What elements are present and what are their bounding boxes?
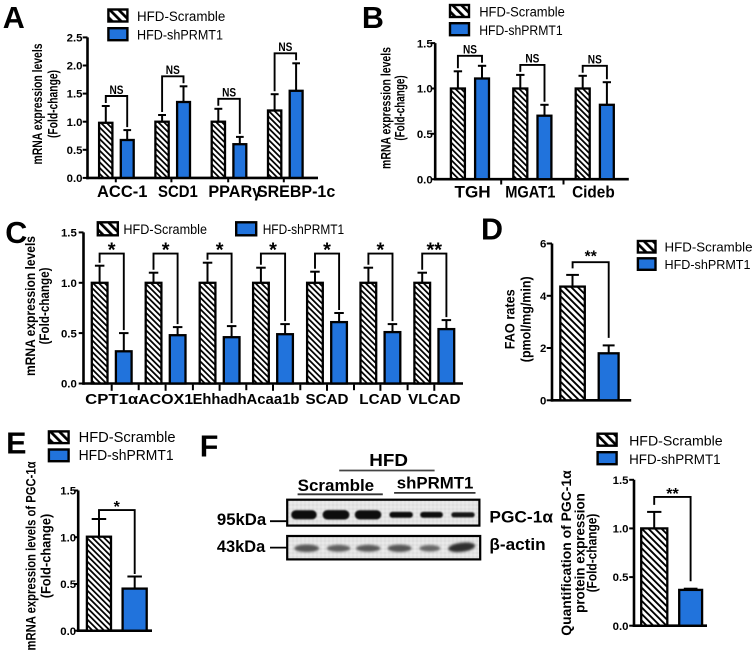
svg-text:Quantification of PGC-1α: Quantification of PGC-1α	[559, 470, 574, 636]
svg-text:HFD-shPRMT1: HFD-shPRMT1	[79, 448, 174, 464]
svg-text:NS: NS	[166, 65, 180, 77]
svg-text:0.5: 0.5	[61, 328, 77, 340]
svg-text:mRNA expression levels: mRNA expression levels	[23, 236, 38, 376]
svg-text:4: 4	[540, 291, 547, 303]
svg-text:0.5: 0.5	[613, 572, 629, 584]
svg-text:0.0: 0.0	[67, 173, 83, 185]
svg-text:HFD-Scramble: HFD-Scramble	[479, 5, 565, 20]
svg-text:Acaa1b: Acaa1b	[247, 391, 300, 408]
svg-text:B: B	[362, 1, 384, 35]
svg-text:A: A	[3, 1, 25, 35]
svg-text:(Fold-change): (Fold-change)	[393, 75, 408, 140]
svg-text:*: *	[114, 499, 121, 516]
svg-text:**: **	[585, 249, 598, 266]
svg-text:2.5: 2.5	[67, 33, 83, 45]
svg-text:1.0: 1.0	[67, 117, 83, 129]
svg-text:1.5: 1.5	[613, 475, 629, 487]
svg-text:1.5: 1.5	[417, 38, 433, 50]
svg-text:NS: NS	[110, 85, 124, 97]
svg-text:HFD-shPRMT1: HFD-shPRMT1	[629, 452, 721, 468]
svg-text:1.5: 1.5	[67, 89, 83, 101]
svg-text:Ehhadh: Ehhadh	[193, 391, 247, 408]
svg-text:2.0: 2.0	[67, 61, 83, 73]
svg-text:(Fold-change): (Fold-change)	[46, 70, 61, 138]
svg-text:0.5: 0.5	[60, 579, 76, 591]
svg-text:E: E	[6, 427, 26, 461]
svg-text:0.0: 0.0	[60, 626, 76, 638]
svg-text:mRNA expression levels: mRNA expression levels	[30, 44, 45, 165]
svg-text:(pmol/mg/min): (pmol/mg/min)	[519, 276, 534, 362]
svg-text:*: *	[108, 240, 116, 262]
svg-text:HFD-shPRMT1: HFD-shPRMT1	[263, 222, 345, 237]
svg-text:NS: NS	[588, 55, 602, 67]
svg-text:SREBP-1c: SREBP-1c	[257, 183, 335, 201]
svg-text:HFD-Scramble: HFD-Scramble	[123, 222, 207, 237]
svg-text:NS: NS	[525, 54, 539, 66]
svg-text:TGH: TGH	[455, 184, 491, 202]
svg-text:0: 0	[540, 395, 546, 407]
svg-text:1.0: 1.0	[613, 524, 629, 536]
svg-text:shPRMT1: shPRMT1	[397, 474, 474, 493]
svg-text:Scramble: Scramble	[298, 476, 375, 495]
svg-text:*: *	[216, 240, 224, 262]
svg-text:HFD-shPRMT1: HFD-shPRMT1	[479, 23, 563, 38]
svg-text:ACOX1: ACOX1	[138, 391, 194, 408]
svg-text:mRNA expression levels: mRNA expression levels	[379, 47, 394, 169]
svg-text:HFD-Scramble: HFD-Scramble	[665, 240, 753, 255]
svg-text:LCAD: LCAD	[359, 391, 401, 408]
svg-text:D: D	[481, 212, 503, 246]
svg-text:MGAT1: MGAT1	[505, 184, 555, 202]
svg-text:PGC-1α: PGC-1α	[489, 508, 553, 527]
svg-text:C: C	[5, 216, 27, 250]
svg-text:43kDa: 43kDa	[217, 538, 266, 556]
svg-text:NS: NS	[278, 42, 292, 54]
svg-text:1.0: 1.0	[61, 278, 77, 290]
svg-text:0.0: 0.0	[613, 621, 629, 633]
svg-text:VLCAD: VLCAD	[408, 391, 460, 408]
svg-text:NS: NS	[463, 45, 477, 57]
svg-text:CPT1α: CPT1α	[85, 391, 139, 408]
svg-text:Cideb: Cideb	[572, 184, 615, 202]
svg-text:2: 2	[540, 343, 546, 355]
svg-text:FAO rates: FAO rates	[502, 289, 517, 349]
svg-text:HFD-Scramble: HFD-Scramble	[137, 9, 225, 24]
svg-text:*: *	[269, 240, 277, 262]
svg-text:(Fold-change): (Fold-change)	[39, 514, 54, 599]
svg-text:HFD: HFD	[369, 450, 408, 470]
svg-text:0.5: 0.5	[417, 129, 433, 141]
svg-text:SCAD: SCAD	[305, 391, 348, 408]
svg-text:**: **	[666, 486, 679, 503]
svg-text:HFD-shPRMT1: HFD-shPRMT1	[137, 28, 223, 43]
svg-text:1.5: 1.5	[60, 486, 76, 498]
svg-text:ACC-1: ACC-1	[97, 183, 147, 201]
svg-text:1.0: 1.0	[60, 532, 76, 544]
svg-text:HFD-shPRMT1: HFD-shPRMT1	[665, 257, 751, 272]
svg-text:1.0: 1.0	[417, 84, 433, 96]
svg-text:*: *	[162, 240, 170, 262]
svg-text:1.5: 1.5	[61, 228, 77, 240]
svg-text:0.0: 0.0	[61, 379, 77, 391]
svg-text:SCD1: SCD1	[158, 183, 198, 201]
svg-text:*: *	[377, 240, 385, 262]
svg-text:NS: NS	[222, 88, 236, 100]
svg-text:mRNA expression levels of PGC-: mRNA expression levels of PGC-1α	[24, 461, 39, 651]
svg-text:(Fold-change): (Fold-change)	[37, 268, 52, 345]
svg-text:protein expression: protein expression	[573, 493, 588, 613]
svg-text:(Fold-change): (Fold-change)	[585, 514, 600, 593]
svg-text:F: F	[200, 430, 219, 464]
svg-text:β-actin: β-actin	[489, 535, 545, 554]
svg-text:HFD-Scramble: HFD-Scramble	[79, 430, 176, 446]
svg-text:**: **	[427, 240, 443, 262]
svg-text:*: *	[323, 240, 331, 262]
svg-text:95kDa: 95kDa	[217, 511, 267, 529]
svg-text:6: 6	[540, 239, 546, 251]
svg-text:HFD-Scramble: HFD-Scramble	[629, 433, 723, 449]
svg-text:PPARγ: PPARγ	[208, 183, 262, 201]
svg-text:0.5: 0.5	[67, 145, 83, 157]
svg-text:0.0: 0.0	[417, 174, 433, 186]
